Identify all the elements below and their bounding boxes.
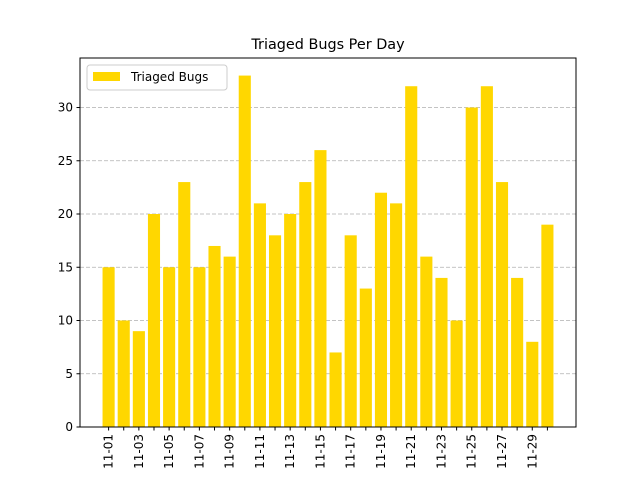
bar-11-02 xyxy=(117,320,130,427)
bar-11-14 xyxy=(299,182,312,427)
bar-11-04 xyxy=(147,214,161,427)
bar-11-15 xyxy=(314,150,327,427)
bar-11-23 xyxy=(435,277,448,427)
bar-11-24 xyxy=(450,320,463,427)
y-tick-label: 30 xyxy=(58,101,73,115)
x-tick-label: 11-07 xyxy=(192,434,206,469)
legend-swatch xyxy=(93,72,120,81)
bar-11-25 xyxy=(465,107,478,428)
y-tick-label: 20 xyxy=(58,207,73,221)
x-tick-label: 11-15 xyxy=(313,434,327,469)
bar-11-11 xyxy=(253,203,266,427)
y-tick-label: 15 xyxy=(58,260,73,274)
bar-11-27 xyxy=(495,182,509,427)
bar-11-21 xyxy=(405,86,418,428)
bar-11-28 xyxy=(511,277,524,427)
bar-11-12 xyxy=(268,235,282,427)
axes-frame xyxy=(79,57,577,428)
x-tick-label: 11-27 xyxy=(495,434,509,469)
grid-lines xyxy=(80,107,576,375)
bar-11-17 xyxy=(344,235,357,427)
bar-11-18 xyxy=(359,288,372,427)
x-tick-label: 11-11 xyxy=(253,434,267,469)
y-tick-label: 5 xyxy=(65,367,73,381)
x-tick-label: 11-21 xyxy=(404,434,418,469)
bar-11-29 xyxy=(526,341,539,427)
x-tick-label: 11-05 xyxy=(162,434,176,469)
bar-11-19 xyxy=(374,192,388,427)
y-tick-label: 10 xyxy=(58,314,73,328)
x-tick-label: 11-13 xyxy=(283,434,297,469)
y-tick-label: 0 xyxy=(65,420,73,434)
bar-11-16 xyxy=(329,352,342,427)
bar-11-06 xyxy=(178,182,191,427)
bar-11-07 xyxy=(193,267,206,427)
x-tick-label: 11-29 xyxy=(525,434,539,469)
bars xyxy=(102,75,554,428)
bar-11-05 xyxy=(163,267,176,427)
bar-11-03 xyxy=(132,331,145,427)
bar-11-13 xyxy=(284,214,297,427)
bar-11-01 xyxy=(102,267,115,427)
bar-11-30 xyxy=(541,224,554,427)
y-tick-label: 25 xyxy=(58,154,73,168)
x-tick-label: 11-01 xyxy=(102,434,116,469)
legend: Triaged Bugs xyxy=(86,64,228,91)
bar-11-22 xyxy=(420,256,433,427)
x-tick-label: 11-23 xyxy=(434,434,448,469)
x-tick-label: 11-09 xyxy=(223,434,237,469)
bar-11-08 xyxy=(208,245,221,427)
x-tick-label: 11-19 xyxy=(374,434,388,469)
bar-11-20 xyxy=(390,203,403,427)
y-axis: 0 5 10 15 20 25 30 xyxy=(58,101,80,434)
legend-label: Triaged Bugs xyxy=(130,70,208,84)
bar-11-09 xyxy=(223,256,236,427)
x-tick-label: 11-17 xyxy=(344,434,358,469)
bar-11-26 xyxy=(480,86,493,428)
x-axis: 11-01 11-03 11-05 11-07 11-09 11-11 11-13 11-15… xyxy=(102,427,548,469)
bar-11-10 xyxy=(238,75,251,428)
x-tick-label: 11-25 xyxy=(465,434,479,469)
x-tick-label: 11-03 xyxy=(132,434,146,469)
chart-title: Triaged Bugs Per Day xyxy=(250,37,405,53)
